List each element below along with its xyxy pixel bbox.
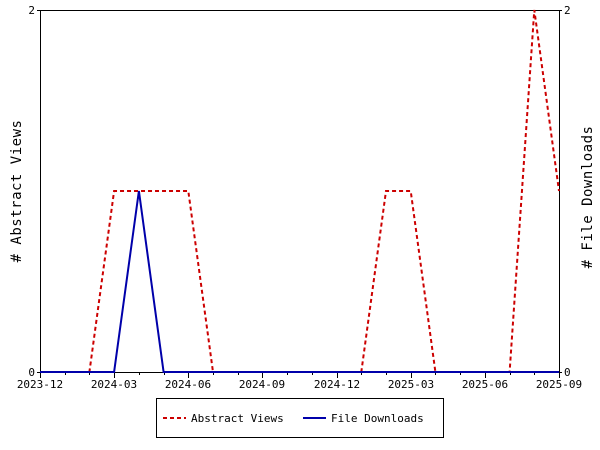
x-tick-label: 2023-12	[17, 378, 63, 391]
x-tick-label: 2025-06	[462, 378, 508, 391]
x-tick-label: 2025-03	[388, 378, 434, 391]
x-tick-label: 2024-12	[314, 378, 360, 391]
y-tick-label-left: 0	[28, 366, 35, 379]
x-tick-label: 2024-06	[165, 378, 211, 391]
y-tick-label-left: 2	[28, 4, 35, 17]
legend-label-abstract-views: Abstract Views	[191, 412, 284, 425]
x-tick-label: 2025-09	[536, 378, 582, 391]
series-line-file-downloads	[40, 190, 559, 373]
y-axis-left-ticks: 02	[28, 4, 40, 379]
plot-area	[40, 10, 560, 373]
y-axis-left-title: # Abstract Views	[9, 120, 25, 263]
x-tick-label: 2024-03	[91, 378, 137, 391]
x-axis-ticks: 2023-12 2024-03 2024-06 2024-09 2024-12 2025-…	[17, 372, 582, 391]
y-axis-right-title: # File Downloads	[580, 126, 596, 269]
x-tick-label: 2024-09	[239, 378, 285, 391]
legend-label-file-downloads: File Downloads	[331, 412, 424, 425]
legend: Abstract Views File Downloads	[156, 398, 444, 438]
y-axis-right-ticks: 02	[559, 4, 571, 379]
series-layer	[40, 9, 560, 373]
y-tick-label-right: 2	[564, 4, 571, 17]
legend-box	[156, 398, 444, 438]
y-tick-label-right: 0	[564, 366, 571, 379]
